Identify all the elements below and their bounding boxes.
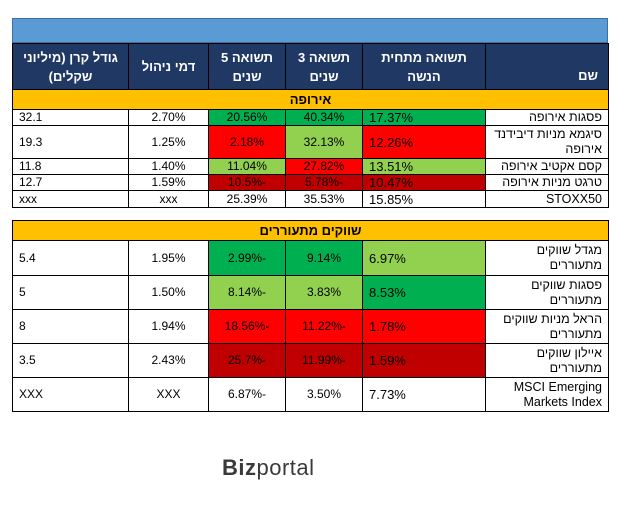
return-3y-cell: -11.22% — [285, 309, 363, 344]
table-row: פסגות אירופה 17.37% 40.34% 20.56% 2.70% 32.1 — [12, 109, 609, 126]
fund-name-cell: טרגט מניות אירופה — [485, 174, 609, 191]
return-5y-cell: 2.18% — [208, 125, 286, 159]
fund-size-cell: 11.8 — [12, 158, 129, 175]
issue-return-cell: 6.97% — [362, 240, 486, 276]
table-row: קסם אקטיב אירופה 13.51% 27.82% 11.04% 1.40% 1… — [12, 158, 609, 175]
return-3y-cell: 27.82% — [285, 158, 363, 175]
fund-size-cell: XXX — [12, 377, 129, 412]
section-header-row: שווקים מתעוררים — [12, 220, 609, 241]
management-fee-cell: 2.70% — [128, 109, 209, 126]
return-5y-cell: 25.39% — [208, 190, 286, 208]
management-fee-cell: 1.95% — [128, 240, 209, 276]
fund-size-cell: 8 — [12, 309, 129, 344]
fund-size-cell: 19.3 — [12, 125, 129, 159]
return-3y-cell: 32.13% — [285, 125, 363, 159]
fund-size-cell: 5.4 — [12, 240, 129, 276]
return-3y-cell: 40.34% — [285, 109, 363, 126]
fund-name-cell: הראל מניות שווקים מתעוררים — [485, 309, 609, 344]
return-5y-cell: 11.04% — [208, 158, 286, 175]
return-3y-cell: 9.14% — [285, 240, 363, 276]
return-3y-cell: 3.83% — [285, 275, 363, 310]
table-row: מגדל שווקים מתעוררים 6.97% 9.14% -2.99% 1.95%… — [12, 240, 609, 276]
issue-return-cell: 10.47% — [362, 174, 486, 191]
return-5y-cell: -10.5% — [208, 174, 286, 191]
table-row: הראל מניות שווקים מתעוררים 1.78% -11.22% -18… — [12, 309, 609, 344]
return-3y-cell: -5.78% — [285, 174, 363, 191]
header-5y-return: תשואה 5 שנים — [208, 43, 286, 90]
return-5y-cell: 20.56% — [208, 109, 286, 126]
returns-table: שם תשואה מתחית הנשה תשואה 3 שנים תשואה 5 שנ… — [12, 43, 609, 412]
return-5y-cell: -6.87% — [208, 377, 286, 412]
return-3y-cell: 3.50% — [285, 377, 363, 412]
issue-return-cell: 1.59% — [362, 343, 486, 378]
header-management-fee: דמי ניהול — [128, 43, 209, 90]
section-spacer — [12, 207, 609, 221]
header-row: שם תשואה מתחית הנשה תשואה 3 שנים תשואה 5 שנ… — [12, 43, 609, 90]
management-fee-cell: 1.59% — [128, 174, 209, 191]
table-top-bar — [12, 18, 608, 43]
fund-name-cell: קסם אקטיב אירופה — [485, 158, 609, 175]
management-fee-cell: xxx — [128, 190, 209, 208]
header-3y-return: תשואה 3 שנים — [285, 43, 363, 90]
header-name: שם — [485, 43, 609, 90]
fund-size-cell: 3.5 — [12, 343, 129, 378]
table-row: STOXX50 15.85% 35.53% 25.39% xxx xxx — [12, 190, 609, 208]
table-row: סיגמא מניות דיבידנד אירופה 12.26% 32.13% 2.1… — [12, 125, 609, 159]
management-fee-cell: 1.50% — [128, 275, 209, 310]
section-title: שווקים מתעוררים — [12, 220, 609, 241]
return-3y-cell: 35.53% — [285, 190, 363, 208]
section-title: אירופה — [12, 89, 609, 110]
returns-table-container: שם תשואה מתחית הנשה תשואה 3 שנים תשואה 5 שנ… — [12, 18, 609, 412]
header-issue-return: תשואה מתחית הנשה — [362, 43, 486, 90]
issue-return-cell: 8.53% — [362, 275, 486, 310]
fund-size-cell: 32.1 — [12, 109, 129, 126]
fund-size-cell: 5 — [12, 275, 129, 310]
table-row: טרגט מניות אירופה 10.47% -5.78% -10.5% 1.59%… — [12, 174, 609, 191]
issue-return-cell: 7.73% — [362, 377, 486, 412]
issue-return-cell: 13.51% — [362, 158, 486, 175]
issue-return-cell: 1.78% — [362, 309, 486, 344]
management-fee-cell: 2.43% — [128, 343, 209, 378]
fund-name-cell: פסגות שווקים מתעוררים — [485, 275, 609, 310]
section-header-row: אירופה — [12, 89, 609, 110]
management-fee-cell: 1.94% — [128, 309, 209, 344]
management-fee-cell: 1.25% — [128, 125, 209, 159]
issue-return-cell: 17.37% — [362, 109, 486, 126]
issue-return-cell: 12.26% — [362, 125, 486, 159]
table-row: MSCI Emerging Markets Index 7.73% 3.50% -6.8… — [12, 377, 609, 412]
fund-size-cell: 12.7 — [12, 174, 129, 191]
table-row: איילון שווקים מתעוררים 1.59% -11.99% -25.7% 2… — [12, 343, 609, 378]
fund-name-cell: פסגות אירופה — [485, 109, 609, 126]
bizportal-logo: Bizportal — [222, 455, 315, 480]
management-fee-cell: 1.40% — [128, 158, 209, 175]
fund-size-cell: xxx — [12, 190, 129, 208]
return-3y-cell: -11.99% — [285, 343, 363, 378]
management-fee-cell: XXX — [128, 377, 209, 412]
fund-name-cell: מגדל שווקים מתעוררים — [485, 240, 609, 276]
table-row: פסגות שווקים מתעוררים 8.53% 3.83% -8.14% 1.50… — [12, 275, 609, 310]
return-5y-cell: -2.99% — [208, 240, 286, 276]
return-5y-cell: -18.56% — [208, 309, 286, 344]
return-5y-cell: -8.14% — [208, 275, 286, 310]
header-fund-size: גודל קרן (מיליוני שקלים) — [12, 43, 129, 90]
fund-name-cell: STOXX50 — [485, 190, 609, 208]
fund-name-cell: איילון שווקים מתעוררים — [485, 343, 609, 378]
fund-name-cell: סיגמא מניות דיבידנד אירופה — [485, 125, 609, 159]
fund-name-cell: MSCI Emerging Markets Index — [485, 377, 609, 412]
issue-return-cell: 15.85% — [362, 190, 486, 208]
return-5y-cell: -25.7% — [208, 343, 286, 378]
